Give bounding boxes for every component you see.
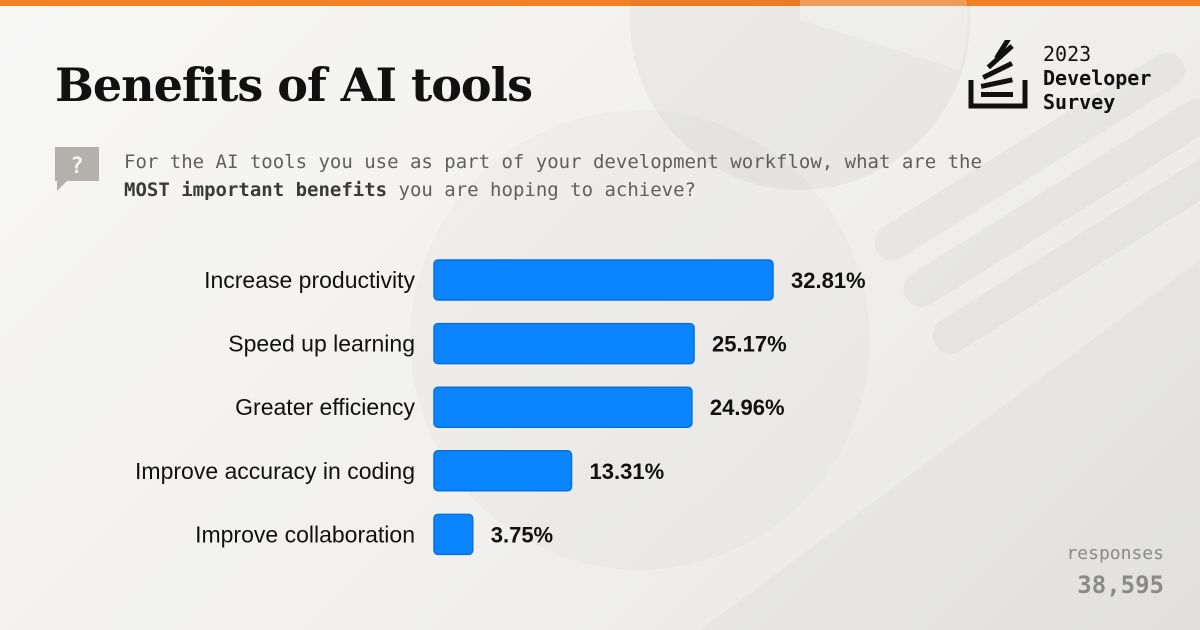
value-label: 25.17% [712, 332, 787, 357]
question-text-1: For the AI tools you use as part of your… [124, 151, 982, 173]
responses-count: 38,595 [1077, 571, 1164, 599]
survey-brand: 2023 Developer Survey [1043, 42, 1151, 114]
category-label: Speed up learning [228, 331, 415, 357]
question-text-2: you are hoping to achieve? [387, 179, 696, 201]
top-accent-bar [0, 0, 1200, 6]
bar [433, 513, 474, 556]
value-label: 13.31% [590, 459, 665, 484]
value-label: 24.96% [710, 395, 785, 420]
brand-line-1: Developer [1043, 66, 1152, 90]
stack-overflow-logo-icon [968, 40, 1028, 109]
question-mark-icon: ? [55, 147, 99, 191]
survey-question: For the AI tools you use as part of your… [124, 148, 984, 204]
value-label: 32.81% [791, 268, 866, 293]
category-label: Increase productivity [204, 267, 415, 293]
bar [433, 450, 573, 492]
bar [433, 322, 695, 365]
svg-text:?: ? [70, 154, 83, 179]
brand-line-2: Survey [1043, 90, 1116, 114]
bar [433, 386, 693, 428]
category-label: Improve accuracy in coding [135, 458, 415, 484]
value-label: 3.75% [491, 522, 553, 547]
page-title: Benefits of AI tools [55, 58, 533, 112]
category-label: Greater efficiency [235, 394, 415, 420]
category-label: Improve collaboration [195, 521, 415, 547]
brand-year: 2023 [1043, 42, 1092, 66]
question-emphasis: MOST important benefits [124, 179, 388, 201]
bar [433, 259, 774, 301]
responses-label: responses [1066, 543, 1164, 564]
